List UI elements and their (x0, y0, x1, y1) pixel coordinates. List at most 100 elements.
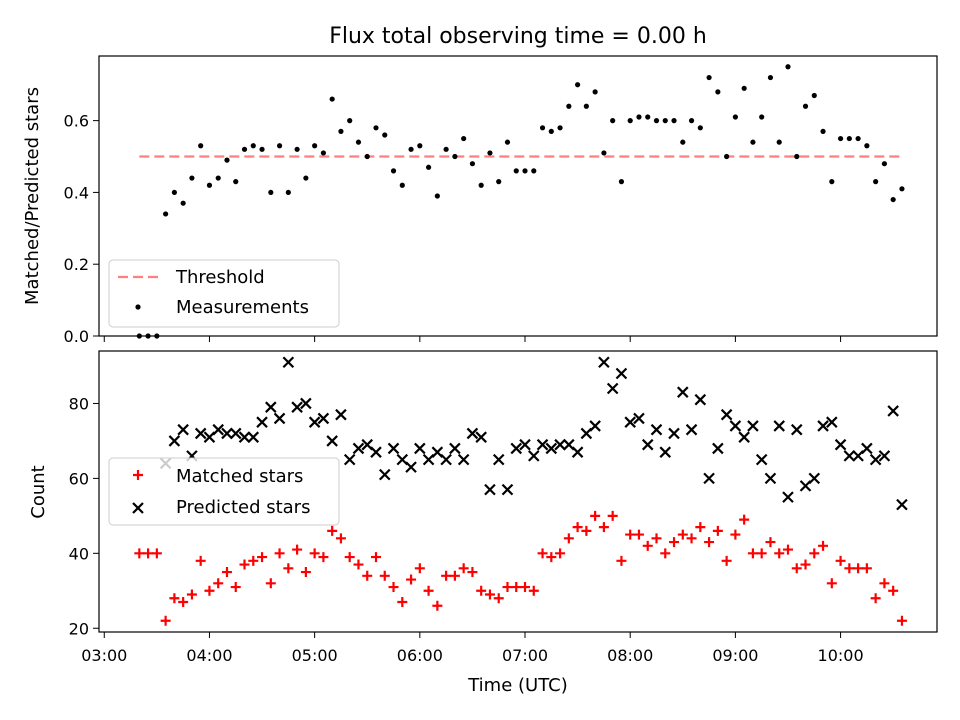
measurement-point (846, 135, 852, 142)
predicted-star-point (221, 427, 233, 440)
measurement-point (890, 196, 896, 203)
matched-star-point (572, 522, 583, 533)
measurement-point (759, 114, 765, 120)
measurement-point (355, 139, 362, 145)
measurement-point (224, 157, 230, 163)
predicted-star-point (659, 446, 672, 458)
predicted-star-point (168, 435, 181, 447)
matched-star-point (283, 563, 294, 574)
predicted-star-point (229, 427, 242, 440)
predicted-star-point (343, 453, 356, 466)
measurement-point (452, 153, 458, 160)
predicted-star-point (615, 367, 628, 380)
predicted-star-point (817, 420, 829, 432)
measurement-point (390, 168, 397, 174)
legend-predicted-swatch (132, 502, 144, 514)
measurement-point (592, 89, 598, 95)
measurement-point (557, 125, 563, 131)
matched-star-point (458, 563, 469, 574)
measurement-point (837, 135, 844, 142)
matched-star-point (160, 615, 171, 626)
count-y-tick-label: 60 (69, 469, 89, 488)
measurement-point (434, 193, 440, 199)
measurement-point (469, 161, 476, 167)
matched-star-point (625, 529, 636, 540)
matched-star-point (879, 578, 890, 589)
measurement-point (399, 182, 405, 188)
measurement-point (171, 189, 177, 196)
count-y-axis-label: Count (28, 465, 49, 518)
measurement-point (811, 92, 817, 99)
matched-star-point (765, 537, 776, 548)
matched-star-point (484, 589, 495, 600)
predicted-star-point (519, 438, 531, 451)
ratio-y-tick-label: 0.4 (64, 183, 89, 202)
matched-star-point (835, 555, 846, 566)
measurement-point (715, 89, 721, 95)
measurement-point (531, 168, 537, 174)
matched-star-point (756, 548, 767, 559)
measurement-point (233, 179, 239, 185)
matched-star-point (844, 563, 855, 574)
predicted-star-point (624, 416, 636, 428)
matched-star-point (528, 585, 539, 596)
matched-star-point (143, 548, 154, 559)
predicted-star-point (878, 450, 891, 462)
ratio-x-axis (103, 336, 842, 342)
measurement-points (136, 64, 905, 339)
matched-star-point (818, 540, 829, 551)
predicted-star-point (273, 412, 286, 425)
ratio-legend: Threshold Measurements (108, 259, 340, 328)
matched-star-point (633, 529, 644, 540)
matched-star-point (362, 570, 373, 581)
ratio-y-axis-label: Matched/Predicted stars (22, 87, 43, 305)
measurement-point (802, 103, 809, 109)
matched-star-point (248, 555, 259, 566)
matched-star-point (730, 529, 741, 540)
predicted-star-point (650, 423, 663, 436)
predicted-star-point (738, 431, 750, 443)
measurement-point (180, 200, 186, 206)
count-y-tick-label: 20 (69, 619, 89, 638)
matched-star-point (791, 563, 802, 574)
measurement-point (662, 118, 668, 124)
matched-star-point (257, 552, 268, 563)
matched-star-point (327, 525, 338, 536)
predicted-star-point (265, 401, 277, 413)
matched-star-point (642, 540, 653, 551)
matched-star-point (896, 615, 907, 626)
predicted-star-point (826, 416, 838, 428)
predicted-star-point (782, 491, 794, 503)
measurement-point (601, 150, 607, 156)
matched-star-point (151, 548, 162, 559)
measurement-point (522, 168, 528, 174)
matched-star-point (721, 555, 732, 566)
predicted-star-point (720, 408, 733, 421)
matched-star-point (230, 582, 241, 593)
measurement-point (163, 211, 169, 217)
measurement-point (829, 179, 835, 185)
measurement-point (259, 146, 265, 152)
predicted-star-point (370, 446, 382, 458)
matched-star-point (782, 544, 793, 555)
matched-star-point (502, 582, 513, 593)
predicted-star-point (861, 442, 873, 455)
ratio-legend-box (108, 259, 340, 328)
measurement-point (653, 118, 660, 124)
count-x-tick-label: 07:00 (502, 646, 548, 665)
measurement-point (881, 161, 888, 167)
predicted-star-point (335, 408, 347, 421)
predicted-star-point (843, 450, 856, 462)
measurement-point (767, 74, 774, 81)
matched-star-point (739, 514, 750, 525)
matched-star-point (204, 585, 215, 596)
legend-matched-label: Matched stars (176, 466, 303, 487)
measurement-point (706, 74, 712, 81)
count-plot-frame (98, 350, 938, 633)
measurement-point (873, 179, 879, 185)
matched-star-point (747, 548, 758, 559)
count-y-axis: 20 40 60 80 (69, 394, 99, 638)
measurement-point (189, 175, 195, 181)
matched-star-point (616, 555, 627, 566)
